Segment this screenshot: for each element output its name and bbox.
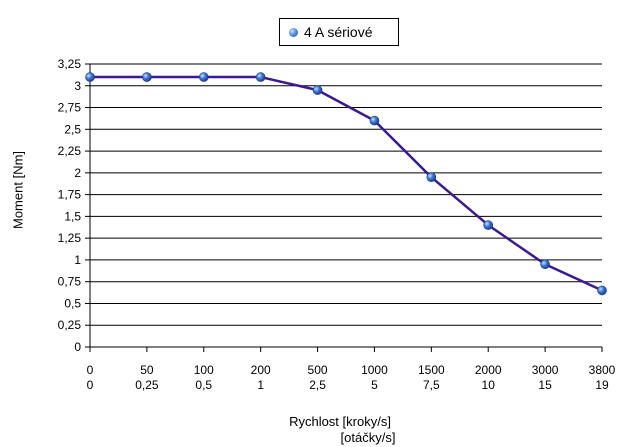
data-point (426, 172, 437, 182)
x-tick-label: 200 (251, 363, 271, 377)
x-tick-label: 3000 (532, 363, 559, 377)
series-line (90, 75, 603, 292)
x-tick-label-secondary: 15 (538, 378, 552, 392)
x-axis-ticks: 00500,251000,520015002,51000515007,52000… (87, 347, 616, 392)
data-point (142, 72, 152, 82)
x-tick-label: 50 (140, 363, 154, 377)
y-tick-label: 3,25 (58, 57, 82, 71)
y-tick-label: 2 (74, 166, 81, 180)
x-tick-label: 3800 (589, 363, 616, 377)
x-tick-label: 1500 (418, 363, 445, 377)
x-tick-label-secondary: 0 (87, 378, 94, 392)
legend-label: 4 A sériové (304, 24, 373, 40)
data-point (312, 85, 323, 95)
x-tick-label: 500 (308, 363, 328, 377)
x-axis-label-secondary: [otáčky/s] (340, 430, 396, 445)
data-point (540, 259, 550, 270)
x-tick-label-secondary: 2,5 (309, 378, 326, 392)
x-tick-label-secondary: 7,5 (423, 378, 440, 392)
x-tick-label-secondary: 0,5 (195, 378, 212, 392)
data-point (85, 72, 95, 82)
gridlines (90, 63, 602, 348)
y-tick-label: 0,75 (58, 275, 82, 289)
y-tick-label: 2,75 (58, 101, 82, 115)
x-tick-label-secondary: 1 (257, 378, 264, 392)
data-point (198, 72, 209, 82)
series-group (85, 72, 607, 296)
y-tick-label: 1,75 (58, 188, 82, 202)
data-point (369, 115, 380, 126)
y-tick-label: 0,5 (64, 296, 81, 310)
legend-marker-icon (289, 28, 298, 37)
x-tick-label-secondary: 5 (371, 378, 378, 392)
x-tick-label: 2000 (475, 363, 502, 377)
y-tick-label: 1,25 (58, 231, 82, 245)
y-tick-label: 2,25 (58, 144, 82, 158)
x-axis-label: Rychlost [kroky/s] (289, 414, 391, 429)
y-tick-label: 1,5 (64, 209, 81, 223)
y-tick-label: 3 (74, 79, 81, 93)
data-point (255, 72, 266, 82)
data-point (597, 285, 607, 296)
y-tick-label: 1 (74, 253, 81, 267)
x-tick-label: 1000 (361, 363, 388, 377)
data-point (483, 220, 494, 230)
legend: 4 A sériové (279, 18, 399, 46)
y-axis-label: Moment [Nm] (10, 150, 26, 230)
x-tick-label-secondary: 19 (595, 378, 609, 392)
x-tick-label-secondary: 10 (482, 378, 496, 392)
y-tick-label: 2,5 (64, 122, 81, 136)
y-tick-label: 0,25 (58, 318, 82, 332)
x-tick-label: 100 (194, 363, 214, 377)
axes (89, 64, 602, 348)
x-tick-label-secondary: 0,25 (135, 378, 159, 392)
x-tick-label: 0 (87, 363, 94, 377)
y-axis-ticks: 0 0,25 0,5 0,75 1 1,25 1,5 1,75 2 2,25 2,5 2,75 3 3,2… (58, 57, 90, 354)
y-tick-label: 0 (74, 340, 81, 354)
